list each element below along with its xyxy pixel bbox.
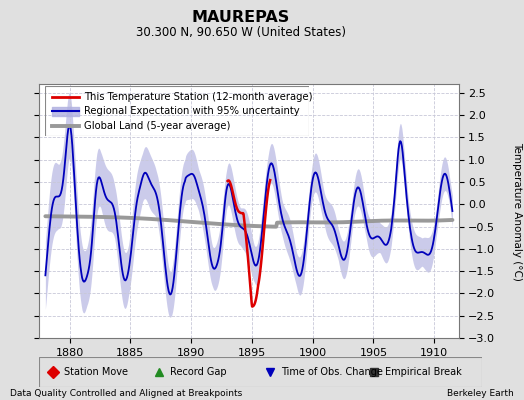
Text: This Temperature Station (12-month average): This Temperature Station (12-month avera… (84, 92, 313, 102)
Text: Time of Obs. Change: Time of Obs. Change (281, 367, 383, 377)
Text: MAUREPAS: MAUREPAS (192, 10, 290, 25)
Text: Empirical Break: Empirical Break (385, 367, 462, 377)
Text: Station Move: Station Move (63, 367, 128, 377)
Text: Record Gap: Record Gap (170, 367, 226, 377)
Y-axis label: Temperature Anomaly (°C): Temperature Anomaly (°C) (512, 142, 522, 280)
Text: Regional Expectation with 95% uncertainty: Regional Expectation with 95% uncertaint… (84, 106, 300, 116)
Text: Global Land (5-year average): Global Land (5-year average) (84, 121, 231, 131)
Text: Data Quality Controlled and Aligned at Breakpoints: Data Quality Controlled and Aligned at B… (10, 389, 243, 398)
Text: 30.300 N, 90.650 W (United States): 30.300 N, 90.650 W (United States) (136, 26, 346, 39)
Text: Berkeley Earth: Berkeley Earth (447, 389, 514, 398)
